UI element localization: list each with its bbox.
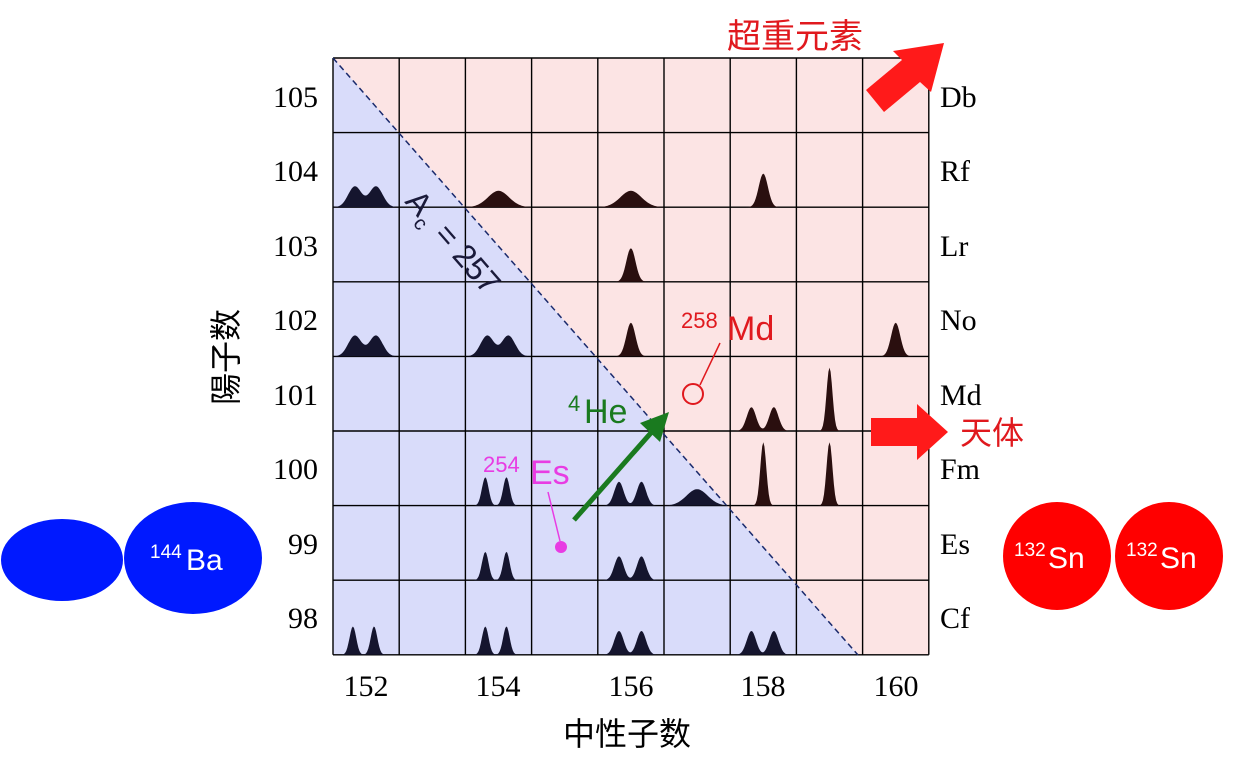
celestial-arrow bbox=[871, 404, 948, 460]
sn-left-mass: 132 bbox=[1014, 540, 1046, 561]
yield-peak bbox=[730, 407, 797, 431]
element-symbol: Md bbox=[940, 379, 982, 412]
x-tick: 152 bbox=[344, 670, 389, 703]
yield-peak bbox=[597, 322, 664, 357]
es254-symbol: Es bbox=[530, 454, 570, 492]
he4-arrow-shaft bbox=[572, 424, 659, 522]
x-axis-ticks: 152 154 156 158 160 bbox=[344, 670, 919, 703]
he4-mass: 4 bbox=[568, 391, 580, 416]
y-tick: 104 bbox=[273, 155, 318, 188]
ba-fragment-body bbox=[124, 502, 262, 614]
y-axis-label: 陽子数 bbox=[208, 309, 244, 405]
ba-mass: 144 bbox=[150, 542, 182, 563]
x-tick: 154 bbox=[476, 670, 521, 703]
he4-arrowhead bbox=[640, 412, 669, 442]
x-axis-label: 中性子数 bbox=[563, 716, 691, 752]
yield-peak bbox=[597, 248, 664, 282]
sn-right-symbol: Sn bbox=[1160, 542, 1197, 575]
fission-yield-peaks bbox=[333, 173, 929, 655]
y-tick: 101 bbox=[273, 379, 318, 412]
yield-peak bbox=[796, 367, 863, 431]
superheavy-label: 超重元素 bbox=[727, 18, 863, 56]
yield-peak bbox=[730, 631, 797, 655]
md258-annotation: 258 Md bbox=[681, 308, 774, 348]
celestial-label: 天体 bbox=[960, 415, 1024, 451]
element-symbol: Cf bbox=[940, 602, 970, 635]
element-symbol: No bbox=[940, 304, 977, 337]
sn-left-label: 132 Sn bbox=[1014, 540, 1085, 575]
element-symbol: Es bbox=[940, 528, 970, 561]
element-symbol: Db bbox=[940, 81, 977, 114]
yield-peak bbox=[333, 626, 400, 655]
yield-peak bbox=[465, 335, 532, 357]
y-axis-ticks: 105 104 103 102 101 100 99 98 bbox=[273, 81, 318, 635]
y-tick: 99 bbox=[288, 528, 318, 561]
yield-peak bbox=[465, 626, 532, 655]
yield-peak bbox=[597, 556, 664, 581]
x-tick: 158 bbox=[741, 670, 786, 703]
yield-peak bbox=[664, 489, 731, 506]
sn-fragment-left bbox=[1003, 502, 1111, 610]
y-tick: 98 bbox=[288, 602, 318, 635]
yield-peak bbox=[862, 322, 929, 357]
sn-right-label: 132 Sn bbox=[1126, 540, 1197, 575]
es254-mass: 254 bbox=[483, 452, 520, 477]
md258-marker bbox=[682, 383, 704, 405]
sn-left-symbol: Sn bbox=[1048, 542, 1085, 575]
yield-peak bbox=[597, 190, 664, 208]
element-symbols: Db Rf Lr No Md Fm Es Cf bbox=[940, 81, 982, 635]
ba-symbol: Ba bbox=[186, 544, 223, 577]
ba-fragment-lobe bbox=[1, 519, 123, 601]
he4-symbol: He bbox=[584, 393, 627, 431]
yield-peak bbox=[333, 335, 400, 357]
sn-right-mass: 132 bbox=[1126, 540, 1158, 561]
es254-annotation: 254 Es bbox=[483, 452, 570, 492]
yield-peak bbox=[730, 173, 797, 208]
y-tick: 105 bbox=[273, 81, 318, 114]
yield-peak bbox=[333, 186, 400, 208]
element-symbol: Fm bbox=[940, 453, 980, 486]
es254-leader-line bbox=[547, 491, 561, 542]
yield-peak bbox=[465, 477, 532, 506]
md258-symbol: Md bbox=[727, 310, 774, 348]
yield-peak bbox=[796, 442, 863, 506]
y-tick: 102 bbox=[273, 304, 318, 337]
y-tick: 103 bbox=[273, 230, 318, 263]
es254-marker bbox=[555, 541, 567, 553]
element-symbol: Rf bbox=[940, 155, 970, 188]
x-tick: 160 bbox=[874, 670, 919, 703]
yield-peak bbox=[465, 190, 532, 208]
y-tick: 100 bbox=[273, 453, 318, 486]
yield-peak bbox=[597, 631, 664, 655]
sn-fragment-right bbox=[1115, 502, 1223, 610]
md258-mass: 258 bbox=[681, 308, 718, 333]
yield-peak bbox=[730, 442, 797, 506]
he4-annotation: 4 He bbox=[568, 391, 627, 431]
superheavy-arrow bbox=[866, 43, 944, 112]
yield-peak bbox=[597, 481, 664, 506]
md258-leader-line bbox=[699, 342, 721, 386]
ac-diagonal-line bbox=[332, 57, 859, 656]
ba-fragment-label: 144 Ba bbox=[150, 542, 223, 577]
yield-peak bbox=[465, 551, 532, 581]
element-symbol: Lr bbox=[940, 230, 968, 263]
x-tick: 156 bbox=[609, 670, 654, 703]
